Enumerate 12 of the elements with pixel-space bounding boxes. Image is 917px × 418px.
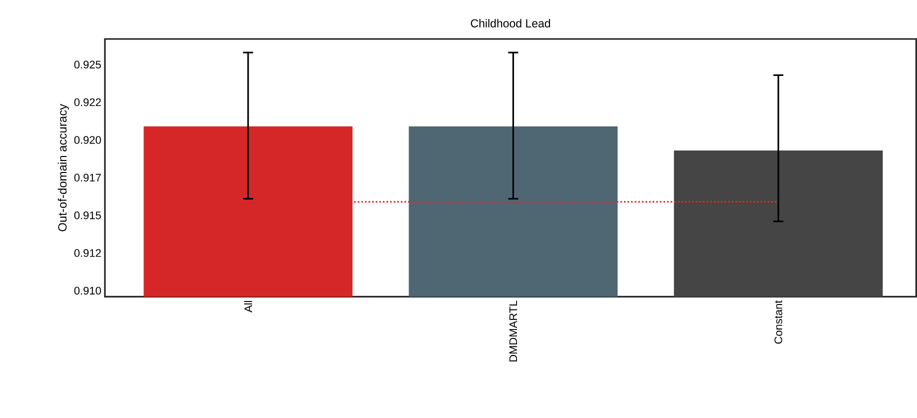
y-tick-label: 0.917 (74, 174, 101, 182)
y-tick-label: 0.925 (74, 60, 101, 69)
y-tick-label: 0.922 (74, 98, 101, 106)
x-tick-label: DMDMARTL (509, 300, 517, 362)
chart-title: Childhood Lead (470, 19, 550, 28)
y-tick-label: 0.915 (74, 212, 101, 220)
x-tick-label: Constant (774, 300, 782, 344)
x-tick-label: All (244, 301, 252, 313)
y-axis-title: Out-of-domain accuracy (58, 104, 70, 232)
y-tick-label: 0.920 (74, 136, 101, 144)
y-tick-label: 0.912 (74, 249, 101, 258)
y-tick-label: 0.910 (74, 287, 101, 295)
